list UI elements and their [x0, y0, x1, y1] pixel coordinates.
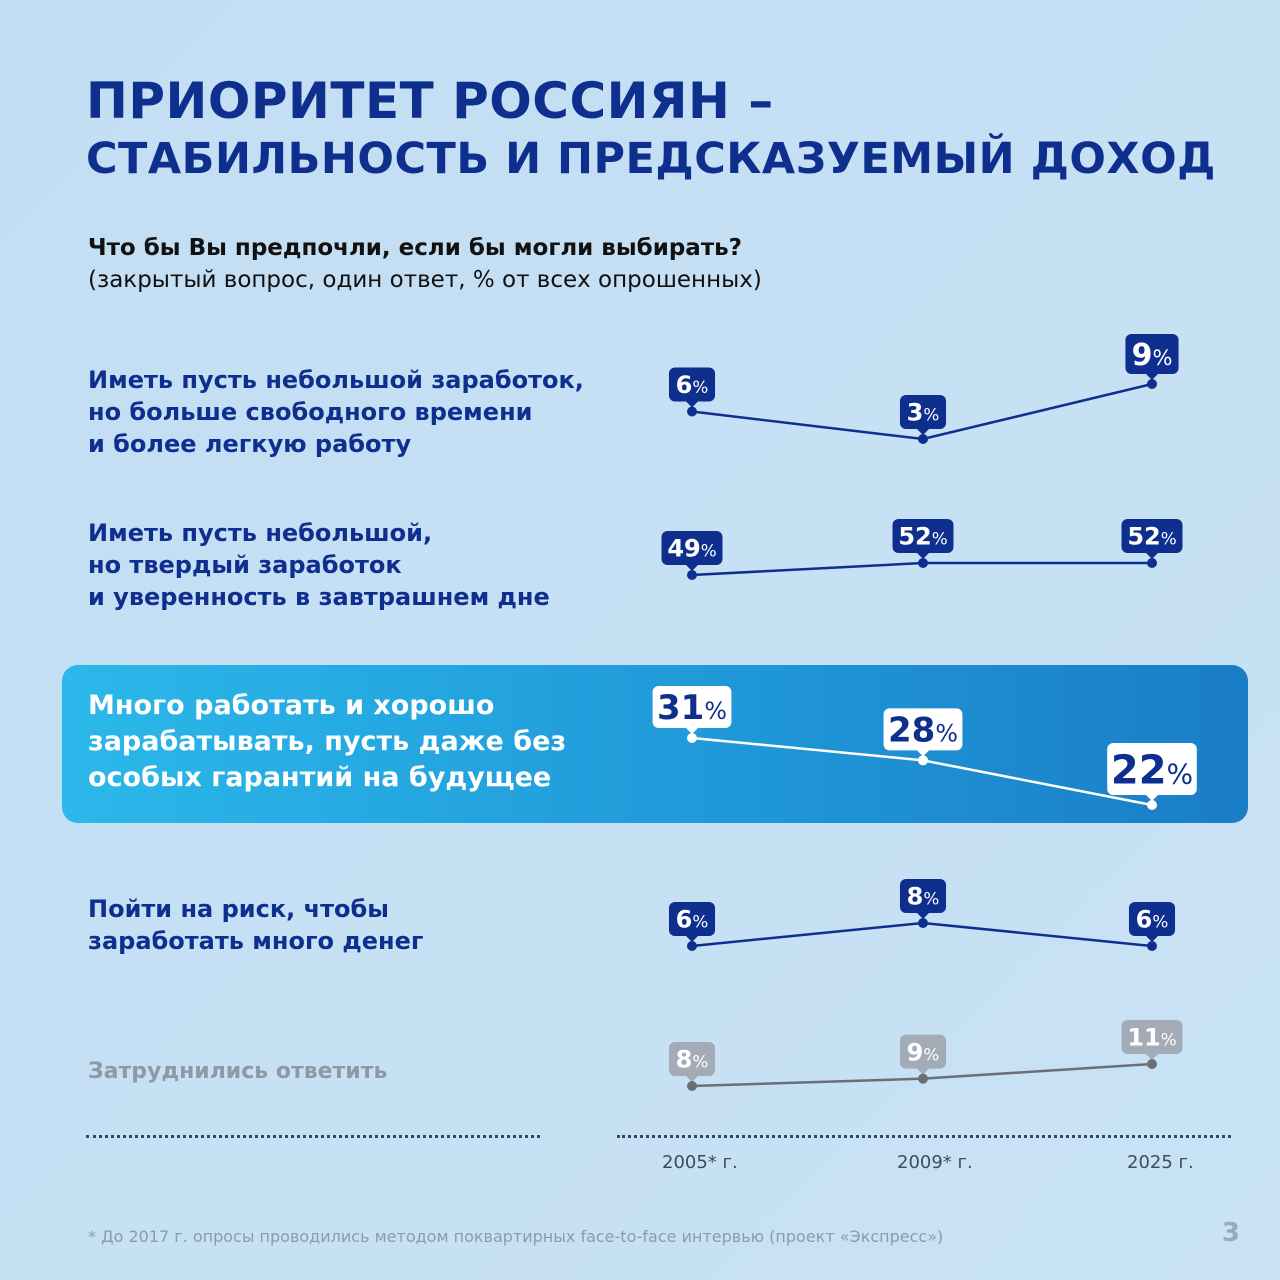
data-label: 31%: [652, 686, 732, 734]
data-label: 49%: [661, 531, 723, 571]
data-point: [1147, 1059, 1157, 1069]
question-text: Что бы Вы предпочли, если бы могли выбир…: [88, 235, 743, 261]
title-line-2: СТАБИЛЬНОСТЬ И ПРЕДСКАЗУЕМЫЙ ДОХОД: [86, 134, 1216, 184]
data-point: [687, 1081, 697, 1091]
data-label: 22%: [1107, 743, 1197, 801]
data-label-text: 9%: [1132, 338, 1173, 373]
series-label-5: Затруднились ответить: [88, 1059, 388, 1084]
data-label: 6%: [668, 367, 716, 408]
data-label: 6%: [1128, 902, 1176, 942]
data-point: [687, 733, 697, 743]
question: Что бы Вы предпочли, если бы могли выбир…: [88, 232, 762, 296]
data-point: [918, 1073, 928, 1084]
series-label-3: Много работать и хорошо зарабатывать, пу…: [88, 690, 567, 793]
data-label-text: 6%: [676, 371, 709, 399]
page-number: 3: [1221, 1218, 1240, 1248]
data-point: [918, 558, 928, 568]
data-label: 6%: [668, 902, 716, 942]
data-label: 9%: [899, 1034, 947, 1075]
data-point: [1147, 558, 1157, 568]
data-point: [918, 434, 928, 444]
data-label: 8%: [899, 879, 947, 919]
x-tick-label: 2009* г.: [897, 1152, 973, 1173]
data-point: [687, 406, 697, 417]
divider-right: [617, 1135, 1231, 1138]
data-label: 28%: [883, 708, 963, 757]
x-tick-label: 2025 г.: [1127, 1152, 1194, 1173]
data-label-text: 28%: [888, 711, 958, 751]
divider-left: [86, 1135, 540, 1138]
data-label: 52%: [892, 519, 954, 559]
data-label: 9%: [1125, 334, 1179, 380]
data-label: 11%: [1121, 1020, 1183, 1060]
data-point: [918, 918, 928, 928]
title-line-1: ПРИОРИТЕТ РОССИЯН –: [86, 72, 774, 130]
data-point: [1147, 379, 1157, 389]
x-tick-label: 2005* г.: [662, 1152, 738, 1173]
question-note: (закрытый вопрос, один ответ, % от всех …: [88, 267, 762, 293]
page-title: ПРИОРИТЕТ РОССИЯН – СТАБИЛЬНОСТЬ И ПРЕДС…: [86, 72, 1216, 188]
series-label-4: Пойти на риск, чтобы заработать много де…: [88, 895, 424, 955]
data-label: 8%: [668, 1042, 716, 1082]
series-label-1: Иметь пусть небольшой заработок, но боль…: [88, 366, 584, 458]
data-point: [687, 941, 697, 951]
series-label-2: Иметь пусть небольшой, но твердый зарабо…: [88, 519, 550, 611]
footnote: * До 2017 г. опросы проводились методом …: [88, 1227, 944, 1246]
data-label: 52%: [1121, 519, 1183, 559]
data-label: 3%: [899, 395, 947, 435]
data-point: [1147, 941, 1157, 951]
data-point: [918, 755, 928, 766]
data-point: [1147, 800, 1157, 810]
data-point: [687, 570, 697, 580]
data-label-text: 52%: [1127, 523, 1176, 551]
